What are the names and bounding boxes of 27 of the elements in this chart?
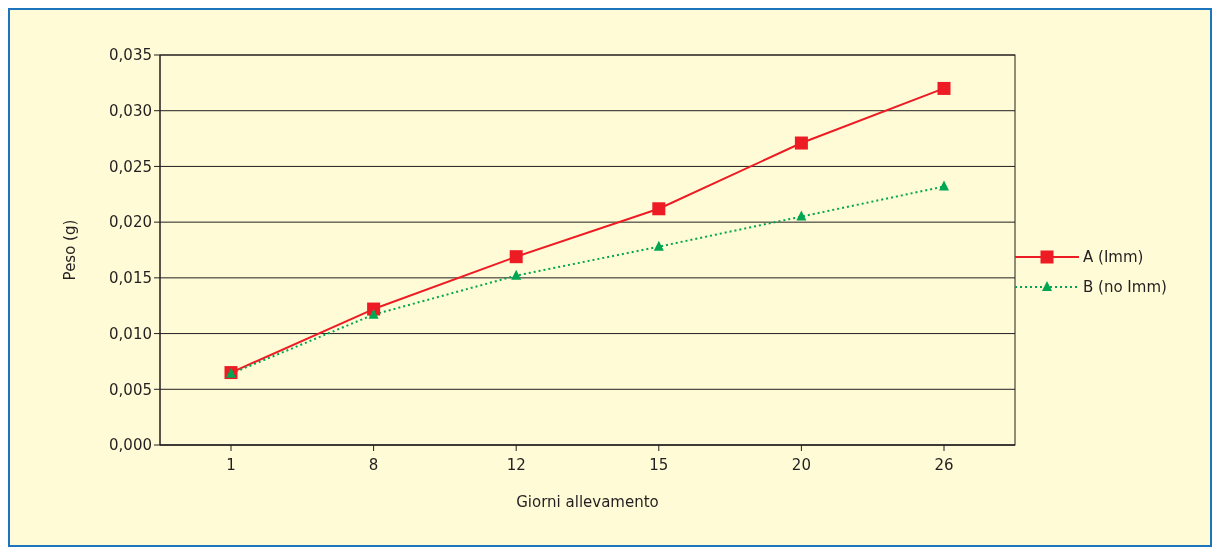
- point: [937, 81, 951, 95]
- point: [794, 136, 808, 150]
- y-tick-label: 0,025: [109, 157, 152, 176]
- y-tick-label: 0,010: [109, 324, 152, 343]
- point: [511, 269, 522, 280]
- point: [652, 202, 666, 216]
- point: [939, 180, 949, 191]
- x-tick-label: 26: [934, 455, 954, 474]
- point: [796, 210, 807, 221]
- x-tick-label: 8: [368, 455, 379, 474]
- x-axis-title: Giorni allevamento: [516, 493, 659, 511]
- y-tick-label: 0,020: [109, 213, 152, 232]
- y-tick-label: 0,005: [109, 380, 152, 399]
- x-tick-label: 12: [506, 455, 526, 474]
- point: [368, 308, 379, 319]
- y-tick-label: 0,015: [109, 269, 152, 288]
- x-tick-label: 15: [649, 455, 669, 474]
- y-tick-label: 0,035: [109, 46, 152, 65]
- y-tick-label: 0,000: [109, 436, 152, 455]
- legend-label: B (no Imm): [1083, 277, 1167, 296]
- x-tick-label: 20: [791, 455, 811, 474]
- x-tick-label: 1: [226, 455, 236, 474]
- y-axis-title: Peso (g): [61, 219, 80, 281]
- y-tick-label: 0,030: [109, 102, 152, 121]
- point: [509, 250, 523, 264]
- point: [653, 240, 664, 251]
- legend-label: A (Imm): [1083, 247, 1144, 266]
